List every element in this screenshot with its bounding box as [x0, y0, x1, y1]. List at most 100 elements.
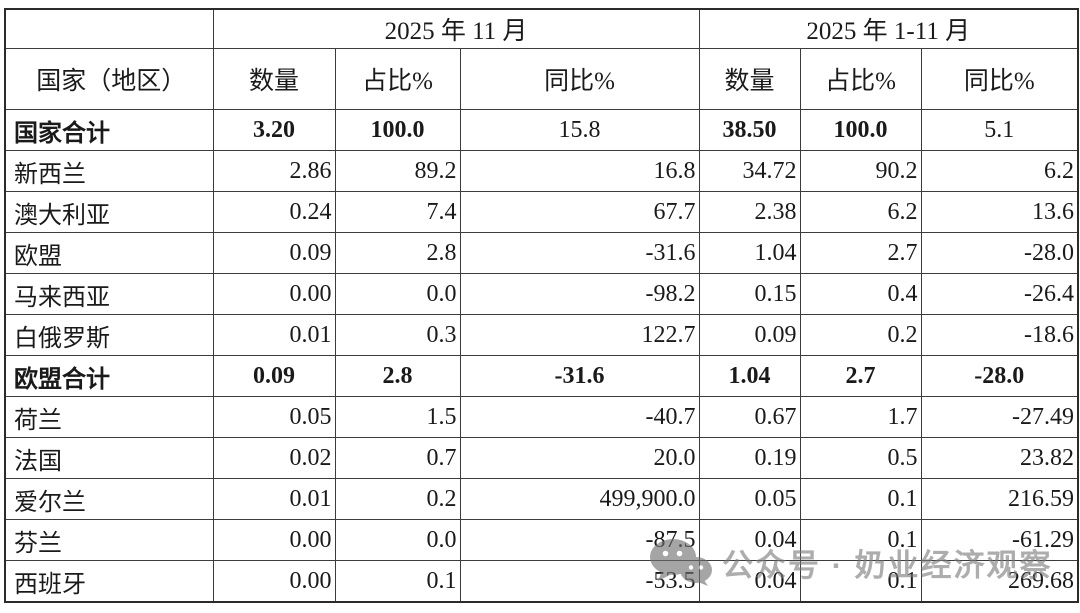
- value-cell: 0.09: [698, 314, 801, 356]
- country-cell: 马来西亚: [4, 273, 214, 315]
- table-total-row: 欧盟合计 0.09 2.8 -31.6 1.04 2.7 -28.0: [4, 355, 1079, 397]
- value-cell: 2.86: [212, 150, 336, 192]
- value-cell: 0.67: [698, 396, 801, 438]
- value-cell: 0.09: [212, 232, 336, 274]
- corner-cell: [4, 8, 214, 49]
- value-cell: 0.01: [212, 314, 336, 356]
- value-cell: 122.7: [459, 314, 700, 356]
- value-cell: 0.00: [212, 519, 336, 561]
- period2-header: 2025 年 1-11 月: [698, 8, 1079, 49]
- value-cell: 6.2: [799, 191, 922, 233]
- table-row: 白俄罗斯 0.01 0.3 122.7 0.09 0.2 -18.6: [4, 314, 1079, 356]
- value-cell: 34.72: [698, 150, 801, 192]
- table-row: 澳大利亚 0.24 7.4 67.7 2.38 6.2 13.6: [4, 191, 1079, 233]
- country-cell: 澳大利亚: [4, 191, 214, 233]
- table-body: 国家合计 3.20 100.0 15.8 38.50 100.0 5.1 新西兰 2.86 89.…: [4, 109, 1079, 603]
- value-cell: -53.5: [459, 560, 700, 603]
- value-cell: 1.04: [698, 232, 801, 274]
- value-cell: 1.04: [698, 355, 801, 397]
- value-cell: 67.7: [459, 191, 700, 233]
- value-cell: 23.82: [920, 437, 1079, 479]
- value-cell: 100.0: [334, 109, 461, 151]
- table-total-row: 国家合计 3.20 100.0 15.8 38.50 100.0 5.1: [4, 109, 1079, 151]
- value-cell: -18.6: [920, 314, 1079, 356]
- value-cell: 5.1: [920, 109, 1079, 151]
- value-cell: 13.6: [920, 191, 1079, 233]
- value-cell: -27.49: [920, 396, 1079, 438]
- value-cell: 2.8: [334, 232, 461, 274]
- table-row: 荷兰 0.05 1.5 -40.7 0.67 1.7 -27.49: [4, 396, 1079, 438]
- yoy-header-p2: 同比%: [920, 48, 1079, 110]
- value-cell: 0.24: [212, 191, 336, 233]
- country-cell: 西班牙: [4, 560, 214, 603]
- period-header-row: 2025 年 11 月 2025 年 1-11 月: [4, 8, 1079, 49]
- country-cell: 芬兰: [4, 519, 214, 561]
- qty-header-p1: 数量: [212, 48, 336, 110]
- table-row: 欧盟 0.09 2.8 -31.6 1.04 2.7 -28.0: [4, 232, 1079, 274]
- value-cell: 0.09: [212, 355, 336, 397]
- value-cell: 20.0: [459, 437, 700, 479]
- value-cell: 269.68: [920, 560, 1079, 603]
- value-cell: 0.5: [799, 437, 922, 479]
- yoy-header-p1: 同比%: [459, 48, 700, 110]
- value-cell: 0.2: [799, 314, 922, 356]
- value-cell: 0.00: [212, 273, 336, 315]
- value-cell: 0.4: [799, 273, 922, 315]
- value-cell: 100.0: [799, 109, 922, 151]
- country-cell: 国家合计: [4, 109, 214, 151]
- value-cell: 7.4: [334, 191, 461, 233]
- country-cell: 新西兰: [4, 150, 214, 192]
- value-cell: 0.1: [799, 560, 922, 603]
- value-cell: 0.05: [698, 478, 801, 520]
- country-cell: 白俄罗斯: [4, 314, 214, 356]
- value-cell: 2.7: [799, 232, 922, 274]
- country-cell: 爱尔兰: [4, 478, 214, 520]
- country-cell: 法国: [4, 437, 214, 479]
- value-cell: 0.2: [334, 478, 461, 520]
- value-cell: 0.7: [334, 437, 461, 479]
- value-cell: 0.00: [212, 560, 336, 603]
- share-header-p2: 占比%: [799, 48, 922, 110]
- value-cell: 0.0: [334, 273, 461, 315]
- value-cell: 0.02: [212, 437, 336, 479]
- qty-header-p2: 数量: [698, 48, 801, 110]
- value-cell: 0.1: [334, 560, 461, 603]
- value-cell: -31.6: [459, 232, 700, 274]
- value-cell: 15.8: [459, 109, 700, 151]
- country-cell: 荷兰: [4, 396, 214, 438]
- table-row: 爱尔兰 0.01 0.2 499,900.0 0.05 0.1 216.59: [4, 478, 1079, 520]
- value-cell: 0.19: [698, 437, 801, 479]
- value-cell: 0.1: [799, 478, 922, 520]
- value-cell: -61.29: [920, 519, 1079, 561]
- value-cell: -87.5: [459, 519, 700, 561]
- value-cell: -28.0: [920, 355, 1079, 397]
- value-cell: 2.38: [698, 191, 801, 233]
- value-cell: 16.8: [459, 150, 700, 192]
- value-cell: 499,900.0: [459, 478, 700, 520]
- value-cell: 0.0: [334, 519, 461, 561]
- value-cell: 0.01: [212, 478, 336, 520]
- value-cell: 0.3: [334, 314, 461, 356]
- value-cell: 90.2: [799, 150, 922, 192]
- value-cell: -28.0: [920, 232, 1079, 274]
- country-cell: 欧盟合计: [4, 355, 214, 397]
- value-cell: 1.7: [799, 396, 922, 438]
- country-region-header: 国家（地区）: [4, 48, 214, 110]
- value-cell: 1.5: [334, 396, 461, 438]
- period1-header: 2025 年 11 月: [212, 8, 700, 49]
- value-cell: 0.04: [698, 519, 801, 561]
- value-cell: -40.7: [459, 396, 700, 438]
- table-row: 法国 0.02 0.7 20.0 0.19 0.5 23.82: [4, 437, 1079, 479]
- table-row: 马来西亚 0.00 0.0 -98.2 0.15 0.4 -26.4: [4, 273, 1079, 315]
- value-cell: 216.59: [920, 478, 1079, 520]
- value-cell: 0.15: [698, 273, 801, 315]
- column-header-row: 国家（地区） 数量 占比% 同比% 数量 占比% 同比%: [4, 48, 1079, 110]
- country-cell: 欧盟: [4, 232, 214, 274]
- value-cell: -98.2: [459, 273, 700, 315]
- share-header-p1: 占比%: [334, 48, 461, 110]
- table-row: 西班牙 0.00 0.1 -53.5 0.04 0.1 269.68: [4, 560, 1079, 603]
- table-row: 芬兰 0.00 0.0 -87.5 0.04 0.1 -61.29: [4, 519, 1079, 561]
- import-stats-table: 2025 年 11 月 2025 年 1-11 月 国家（地区） 数量 占比% …: [4, 8, 1079, 603]
- value-cell: 38.50: [698, 109, 801, 151]
